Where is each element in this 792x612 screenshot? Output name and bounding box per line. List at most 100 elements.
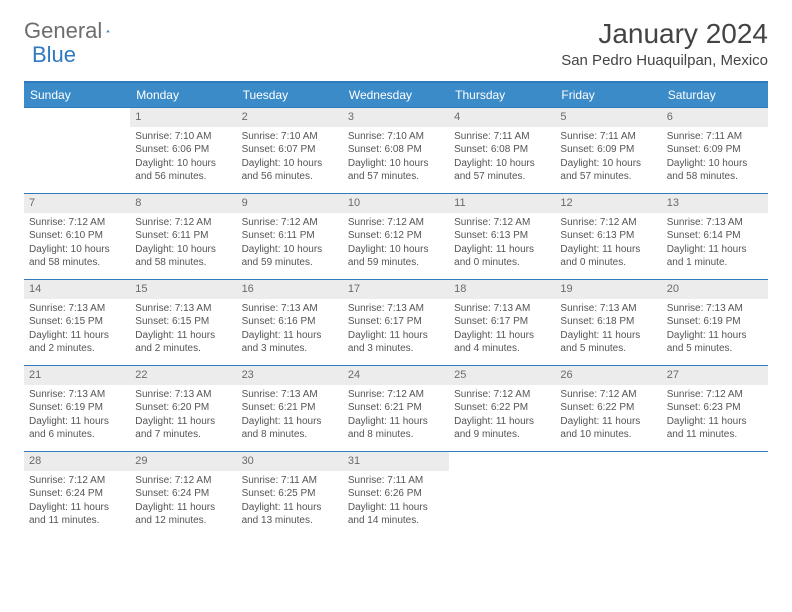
- sunrise-line: Sunrise: 7:12 AM: [135, 474, 231, 488]
- calendar-cell: 28Sunrise: 7:12 AMSunset: 6:24 PMDayligh…: [24, 451, 130, 537]
- sunrise-line: Sunrise: 7:13 AM: [667, 216, 763, 230]
- daylight-line: Daylight: 11 hours and 7 minutes.: [135, 415, 231, 442]
- weekday-header: Sunday: [24, 83, 130, 107]
- calendar-cell: 16Sunrise: 7:13 AMSunset: 6:16 PMDayligh…: [237, 279, 343, 365]
- sunrise-line: Sunrise: 7:12 AM: [135, 216, 231, 230]
- sunset-line: Sunset: 6:22 PM: [454, 401, 550, 415]
- daylight-line: Daylight: 11 hours and 5 minutes.: [667, 329, 763, 356]
- sunset-line: Sunset: 6:08 PM: [348, 143, 444, 157]
- day-content: Sunrise: 7:12 AMSunset: 6:21 PMDaylight:…: [343, 385, 449, 446]
- calendar-cell: 2Sunrise: 7:10 AMSunset: 6:07 PMDaylight…: [237, 107, 343, 193]
- weekday-header: Thursday: [449, 83, 555, 107]
- day-number: 14: [24, 280, 130, 299]
- sunrise-line: Sunrise: 7:11 AM: [667, 130, 763, 144]
- sunset-line: Sunset: 6:19 PM: [667, 315, 763, 329]
- sunset-line: Sunset: 6:21 PM: [348, 401, 444, 415]
- day-number: 29: [130, 452, 236, 471]
- calendar-cell: 27Sunrise: 7:12 AMSunset: 6:23 PMDayligh…: [662, 365, 768, 451]
- calendar-grid: SundayMondayTuesdayWednesdayThursdayFrid…: [24, 81, 768, 537]
- weekday-header: Saturday: [662, 83, 768, 107]
- sunset-line: Sunset: 6:13 PM: [560, 229, 656, 243]
- daylight-line: Daylight: 10 hours and 58 minutes.: [29, 243, 125, 270]
- location-label: San Pedro Huaquilpan, Mexico: [561, 52, 768, 69]
- title-block: January 2024 San Pedro Huaquilpan, Mexic…: [561, 18, 768, 69]
- day-content: Sunrise: 7:13 AMSunset: 6:21 PMDaylight:…: [237, 385, 343, 446]
- month-title: January 2024: [561, 18, 768, 50]
- day-content: Sunrise: 7:13 AMSunset: 6:17 PMDaylight:…: [449, 299, 555, 360]
- weekday-header: Monday: [130, 83, 236, 107]
- day-content: Sunrise: 7:12 AMSunset: 6:11 PMDaylight:…: [237, 213, 343, 274]
- brand-logo: General: [24, 18, 128, 44]
- daylight-line: Daylight: 11 hours and 8 minutes.: [242, 415, 338, 442]
- calendar-cell: 22Sunrise: 7:13 AMSunset: 6:20 PMDayligh…: [130, 365, 236, 451]
- sunset-line: Sunset: 6:06 PM: [135, 143, 231, 157]
- day-number: 1: [130, 108, 236, 127]
- calendar-cell-empty: [555, 451, 661, 537]
- daylight-line: Daylight: 11 hours and 6 minutes.: [29, 415, 125, 442]
- day-content: Sunrise: 7:13 AMSunset: 6:20 PMDaylight:…: [130, 385, 236, 446]
- sunrise-line: Sunrise: 7:13 AM: [135, 388, 231, 402]
- day-content: Sunrise: 7:12 AMSunset: 6:13 PMDaylight:…: [555, 213, 661, 274]
- day-number: 8: [130, 194, 236, 213]
- daylight-line: Daylight: 11 hours and 13 minutes.: [242, 501, 338, 528]
- day-content: Sunrise: 7:12 AMSunset: 6:22 PMDaylight:…: [555, 385, 661, 446]
- calendar-cell: 25Sunrise: 7:12 AMSunset: 6:22 PMDayligh…: [449, 365, 555, 451]
- day-number: 3: [343, 108, 449, 127]
- sunrise-line: Sunrise: 7:13 AM: [560, 302, 656, 316]
- daylight-line: Daylight: 10 hours and 57 minutes.: [560, 157, 656, 184]
- day-content: Sunrise: 7:13 AMSunset: 6:15 PMDaylight:…: [130, 299, 236, 360]
- sunset-line: Sunset: 6:15 PM: [135, 315, 231, 329]
- sunrise-line: Sunrise: 7:12 AM: [242, 216, 338, 230]
- day-content: Sunrise: 7:11 AMSunset: 6:26 PMDaylight:…: [343, 471, 449, 532]
- weekday-header: Friday: [555, 83, 661, 107]
- sunrise-line: Sunrise: 7:11 AM: [454, 130, 550, 144]
- day-content: Sunrise: 7:12 AMSunset: 6:10 PMDaylight:…: [24, 213, 130, 274]
- day-number: 30: [237, 452, 343, 471]
- sunset-line: Sunset: 6:24 PM: [135, 487, 231, 501]
- calendar-cell: 26Sunrise: 7:12 AMSunset: 6:22 PMDayligh…: [555, 365, 661, 451]
- calendar-cell: 20Sunrise: 7:13 AMSunset: 6:19 PMDayligh…: [662, 279, 768, 365]
- sunset-line: Sunset: 6:10 PM: [29, 229, 125, 243]
- calendar-cell-empty: [24, 107, 130, 193]
- daylight-line: Daylight: 11 hours and 11 minutes.: [29, 501, 125, 528]
- day-number: 24: [343, 366, 449, 385]
- day-number: 25: [449, 366, 555, 385]
- calendar-cell: 23Sunrise: 7:13 AMSunset: 6:21 PMDayligh…: [237, 365, 343, 451]
- daylight-line: Daylight: 10 hours and 57 minutes.: [454, 157, 550, 184]
- daylight-line: Daylight: 10 hours and 58 minutes.: [135, 243, 231, 270]
- day-content: Sunrise: 7:12 AMSunset: 6:22 PMDaylight:…: [449, 385, 555, 446]
- sunset-line: Sunset: 6:18 PM: [560, 315, 656, 329]
- daylight-line: Daylight: 11 hours and 3 minutes.: [348, 329, 444, 356]
- day-number: 21: [24, 366, 130, 385]
- daylight-line: Daylight: 11 hours and 3 minutes.: [242, 329, 338, 356]
- day-number: 13: [662, 194, 768, 213]
- calendar-cell: 17Sunrise: 7:13 AMSunset: 6:17 PMDayligh…: [343, 279, 449, 365]
- sunrise-line: Sunrise: 7:13 AM: [454, 302, 550, 316]
- sunset-line: Sunset: 6:25 PM: [242, 487, 338, 501]
- calendar-cell: 30Sunrise: 7:11 AMSunset: 6:25 PMDayligh…: [237, 451, 343, 537]
- day-number: 27: [662, 366, 768, 385]
- sunset-line: Sunset: 6:11 PM: [242, 229, 338, 243]
- calendar-cell-empty: [662, 451, 768, 537]
- day-number: 20: [662, 280, 768, 299]
- calendar-cell: 18Sunrise: 7:13 AMSunset: 6:17 PMDayligh…: [449, 279, 555, 365]
- sunset-line: Sunset: 6:26 PM: [348, 487, 444, 501]
- day-number: 22: [130, 366, 236, 385]
- sunrise-line: Sunrise: 7:11 AM: [348, 474, 444, 488]
- daylight-line: Daylight: 11 hours and 8 minutes.: [348, 415, 444, 442]
- sunset-line: Sunset: 6:15 PM: [29, 315, 125, 329]
- daylight-line: Daylight: 11 hours and 1 minute.: [667, 243, 763, 270]
- calendar-cell: 31Sunrise: 7:11 AMSunset: 6:26 PMDayligh…: [343, 451, 449, 537]
- sunset-line: Sunset: 6:07 PM: [242, 143, 338, 157]
- calendar-cell: 9Sunrise: 7:12 AMSunset: 6:11 PMDaylight…: [237, 193, 343, 279]
- weekday-header: Wednesday: [343, 83, 449, 107]
- sunset-line: Sunset: 6:09 PM: [560, 143, 656, 157]
- day-content: Sunrise: 7:11 AMSunset: 6:09 PMDaylight:…: [662, 127, 768, 188]
- brand-part1: General: [24, 18, 102, 44]
- day-number: 11: [449, 194, 555, 213]
- calendar-cell: 8Sunrise: 7:12 AMSunset: 6:11 PMDaylight…: [130, 193, 236, 279]
- daylight-line: Daylight: 11 hours and 0 minutes.: [560, 243, 656, 270]
- day-number: 26: [555, 366, 661, 385]
- sunrise-line: Sunrise: 7:12 AM: [29, 474, 125, 488]
- day-content: Sunrise: 7:13 AMSunset: 6:18 PMDaylight:…: [555, 299, 661, 360]
